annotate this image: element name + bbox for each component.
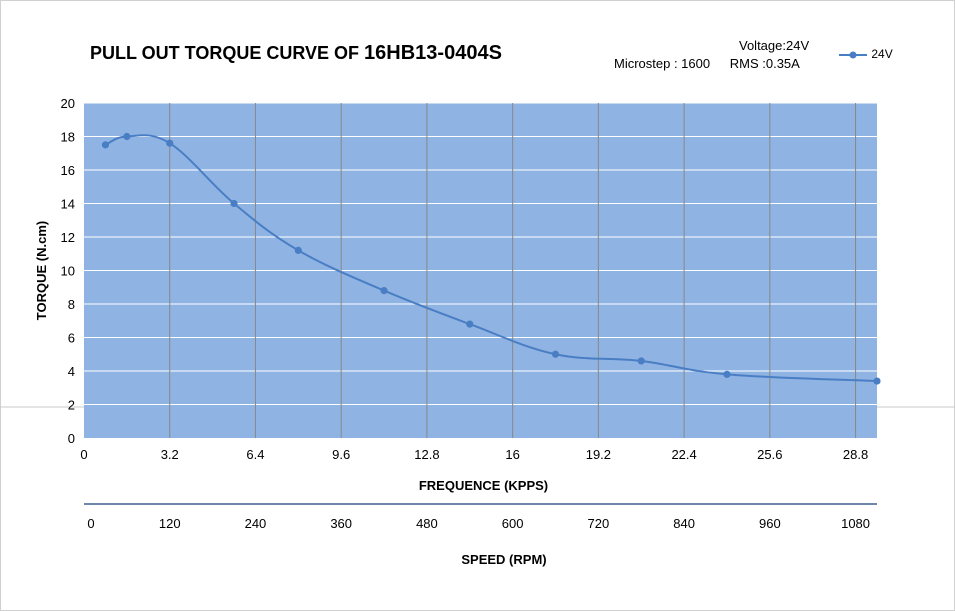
x-tick-label: 0 xyxy=(80,447,87,462)
data-point xyxy=(101,141,110,149)
legend-line-marker-icon xyxy=(839,51,867,59)
speed-tick-label: 240 xyxy=(245,516,267,531)
speed-tick-label: 720 xyxy=(588,516,610,531)
y-tick-label: 8 xyxy=(68,297,75,312)
y-tick-label: 10 xyxy=(61,264,75,279)
data-point xyxy=(637,357,645,365)
data-point xyxy=(551,350,560,358)
legend-label: 24V xyxy=(871,47,893,61)
y-tick-label: 12 xyxy=(61,230,75,245)
data-point xyxy=(123,132,131,141)
chart-title-text: PULL OUT TORQUE CURVE OF xyxy=(90,43,360,63)
x-tick-label: 22.4 xyxy=(671,447,696,462)
data-point xyxy=(230,199,238,208)
speed-tick-label: 360 xyxy=(330,516,352,531)
chart-title: PULL OUT TORQUE CURVE OF 16HB13-0404S xyxy=(90,42,502,65)
chart-legend: 24V xyxy=(838,47,893,61)
y-tick-label: 6 xyxy=(68,331,75,346)
x-tick-label: 25.6 xyxy=(757,447,782,462)
data-point xyxy=(294,246,302,254)
y-tick-label: 2 xyxy=(68,398,75,413)
y-tick-label: 18 xyxy=(61,130,75,145)
voltage-info: Voltage:24V xyxy=(739,38,810,53)
data-point xyxy=(380,287,388,295)
data-point xyxy=(466,320,474,328)
chart-title-model: 16HB13-0404S xyxy=(364,42,502,64)
speed-tick-label: 840 xyxy=(673,516,695,531)
x-tick-label: 28.8 xyxy=(843,447,868,462)
x-tick-label: 9.6 xyxy=(332,447,350,462)
speed-tick-label: 1080 xyxy=(841,516,870,531)
speed-tick-label: 0 xyxy=(87,516,94,531)
speed-tick-label: 600 xyxy=(502,516,524,531)
data-point xyxy=(723,370,731,378)
speed-tick-label: 120 xyxy=(159,516,181,531)
x-tick-label: 16 xyxy=(505,447,519,462)
speed-axis-title: SPEED (RPM) xyxy=(461,552,546,567)
x-tick-label: 3.2 xyxy=(161,447,179,462)
microstep-info: Microstep : 1600 xyxy=(614,56,711,71)
y-tick-label: 0 xyxy=(68,431,75,446)
y-tick-label: 20 xyxy=(61,96,75,111)
y-tick-label: 4 xyxy=(68,364,75,379)
rms-info: RMS :0.35A xyxy=(729,56,800,71)
drive-settings-info: Microstep : 1600 RMS :0.35A xyxy=(614,56,800,71)
data-point xyxy=(166,139,174,147)
speed-tick-label: 480 xyxy=(416,516,438,531)
x-tick-label: 19.2 xyxy=(586,447,611,462)
y-tick-label: 16 xyxy=(61,163,75,178)
data-point xyxy=(873,377,881,385)
y-tick-label: 14 xyxy=(61,197,75,212)
x-tick-label: 12.8 xyxy=(414,447,439,462)
x-tick-label: 6.4 xyxy=(246,447,264,462)
x-axis-title: FREQUENCE (KPPS) xyxy=(419,478,548,493)
y-axis-title: TORQUE (N.cm) xyxy=(34,221,49,320)
speed-tick-label: 960 xyxy=(759,516,781,531)
